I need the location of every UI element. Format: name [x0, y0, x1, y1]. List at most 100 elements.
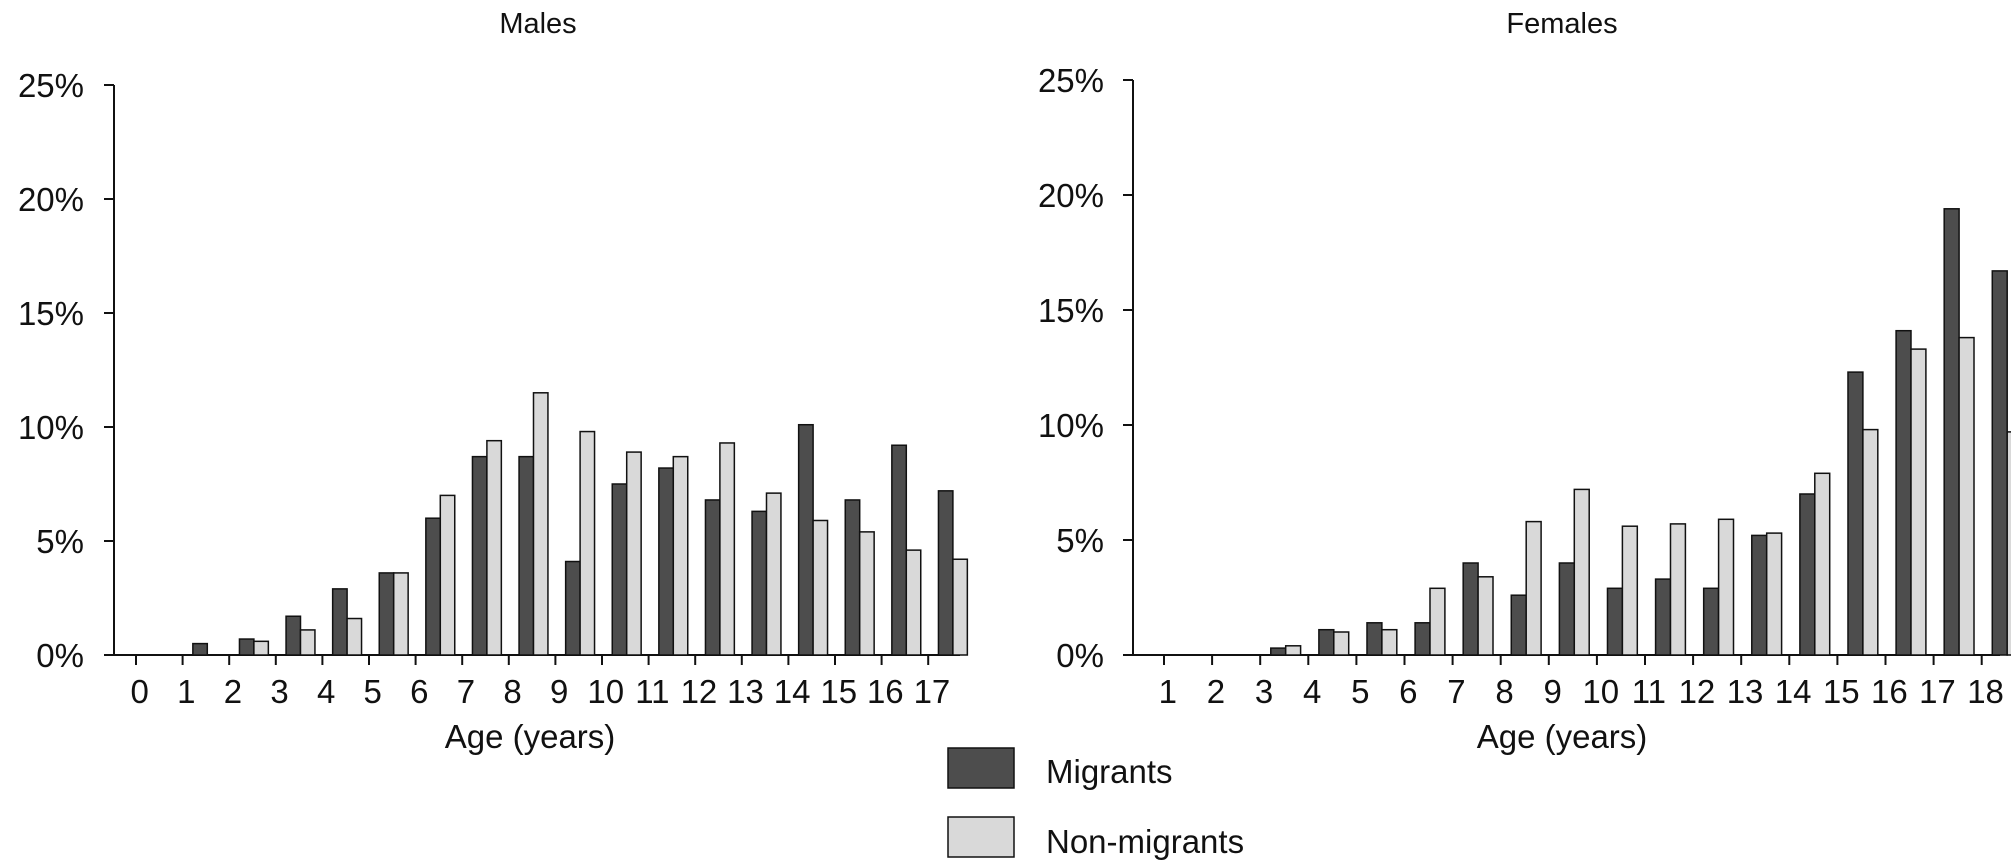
- males-x-tick-label: 16: [867, 673, 904, 710]
- males-chart-title: Males: [499, 8, 576, 40]
- males-bar-non-migrants: [579, 430, 596, 656]
- females-y-tick-label: 10%: [1038, 407, 1104, 444]
- males-x-tick-label: 2: [224, 673, 242, 710]
- males-bar-non-migrants: [625, 451, 642, 656]
- females-x-tick-label: 18: [1967, 673, 2004, 710]
- males-bar-non-migrants: [486, 439, 503, 656]
- females-y-axis: 0% 5% 10% 15% 20% 25%: [1038, 62, 1134, 674]
- females-chart-title: Females: [1506, 8, 1617, 40]
- females-bar-migrants: [1943, 208, 1960, 656]
- males-x-tick-label: 7: [457, 673, 475, 710]
- males-bar-non-migrants: [346, 617, 363, 656]
- males-bar-migrants: [471, 455, 488, 656]
- females-x-tick-label: 2: [1207, 673, 1225, 710]
- females-bar-migrants: [1462, 562, 1479, 656]
- males-bar-non-migrants: [253, 640, 270, 656]
- males-x-tick-label: 4: [317, 673, 335, 710]
- males-bar-migrants: [751, 510, 768, 656]
- males-x-tick-label: 14: [774, 673, 811, 710]
- males-y-axis: 0% 5% 10% 15% 20% 25%: [18, 67, 115, 674]
- males-bar-non-migrants: [392, 572, 409, 656]
- males-bar-migrants: [658, 467, 675, 656]
- males-bar-migrants: [378, 572, 395, 656]
- females-y-tick-label: 0%: [1056, 637, 1104, 674]
- females-x-tick-label: 16: [1871, 673, 1908, 710]
- males-bar-migrants: [844, 499, 861, 656]
- females-x-tick-label: 8: [1495, 673, 1513, 710]
- males-y-tick-label: 10%: [18, 409, 84, 446]
- females-x-tick-label: 11: [1632, 673, 1666, 710]
- females-bar-migrants: [1799, 493, 1816, 656]
- legend-label-migrants: Migrants: [1046, 753, 1173, 790]
- males-bar-non-migrants: [858, 531, 875, 656]
- females-bar-migrants: [1366, 622, 1383, 656]
- males-bar-migrants: [704, 499, 721, 656]
- females-y-tick-label: 20%: [1038, 177, 1104, 214]
- females-x-tick-label: 13: [1727, 673, 1764, 710]
- females-bar-migrants: [1318, 628, 1335, 656]
- males-bar-non-migrants: [299, 629, 316, 656]
- males-x-tick-label: 5: [364, 673, 382, 710]
- females-bar-non-migrants: [1429, 587, 1446, 656]
- females-bar-migrants: [1270, 647, 1287, 656]
- females-bar-non-migrants: [1284, 645, 1302, 656]
- females-x-tick-label: 9: [1543, 673, 1561, 710]
- females-bars: [1270, 208, 2011, 656]
- females-x-axis: 1 2 3 4 5 6 7 8 9 10 11 12 13 14 15 16 17 18: [1133, 654, 2004, 710]
- females-bar-non-migrants: [1573, 488, 1590, 656]
- males-x-tick-label: 13: [727, 673, 764, 710]
- females-x-tick-label: 17: [1919, 673, 1956, 710]
- males-bar-migrants: [331, 588, 348, 656]
- males-x-axis: 0 1 2 3 4 5 6 7 8 9 10 11 12 13 14 15 16 17: [114, 654, 960, 710]
- legend-swatch-migrants: [947, 747, 1015, 789]
- females-bar-non-migrants: [1958, 336, 1975, 656]
- males-x-tick-label: 6: [410, 673, 428, 710]
- females-bar-non-migrants: [1333, 631, 1350, 656]
- males-bar-migrants: [564, 560, 581, 656]
- legend: Migrants Non-migrants: [947, 747, 1244, 860]
- females-bar-migrants: [1751, 534, 1768, 656]
- males-x-tick-label: 9: [550, 673, 568, 710]
- males-x-tick-label: 12: [681, 673, 718, 710]
- females-bar-non-migrants: [1717, 518, 1735, 656]
- males-bar-migrants: [238, 638, 255, 656]
- males-y-tick-label: 5%: [36, 523, 84, 560]
- males-bar-non-migrants: [439, 494, 456, 656]
- females-bar-migrants: [1847, 371, 1864, 656]
- females-bar-non-migrants: [1814, 472, 1831, 656]
- females-y-tick-label: 15%: [1038, 292, 1104, 329]
- females-x-tick-label: 5: [1351, 673, 1369, 710]
- females-x-tick-label: 1: [1159, 673, 1177, 710]
- males-bar-non-migrants: [765, 492, 782, 656]
- males-x-tick-label: 1: [177, 673, 195, 710]
- females-x-tick-label: 7: [1447, 673, 1465, 710]
- males-x-tick-label: 0: [131, 673, 149, 710]
- females-bar-migrants: [1558, 562, 1576, 656]
- males-bar-migrants: [937, 490, 954, 656]
- females-bar-non-migrants: [1381, 628, 1398, 656]
- females-x-tick-label: 6: [1399, 673, 1417, 710]
- females-bar-migrants: [1510, 594, 1527, 656]
- males-bar-migrants: [611, 483, 628, 656]
- males-bar-migrants: [192, 642, 209, 656]
- females-bar-migrants: [1414, 622, 1431, 656]
- females-x-tick-label: 12: [1679, 673, 1716, 710]
- females-x-tick-label: 14: [1775, 673, 1812, 710]
- males-bar-non-migrants: [719, 442, 736, 656]
- females-bar-non-migrants: [1477, 576, 1494, 656]
- females-x-tick-label: 3: [1255, 673, 1273, 710]
- females-bar-non-migrants: [1862, 428, 1879, 656]
- males-y-tick-label: 15%: [18, 295, 84, 332]
- males-x-tick-label: 3: [270, 673, 288, 710]
- females-bar-non-migrants: [2006, 431, 2011, 656]
- females-bar-non-migrants: [1669, 523, 1687, 656]
- males-x-tick-label: 17: [914, 673, 951, 710]
- males-bar-migrants: [285, 615, 302, 656]
- females-bar-non-migrants: [1621, 525, 1639, 656]
- females-panel: Females 0%5%10%15%20%25% 1 2 3 4 5 6 7 8 9 10 11 12…: [1038, 8, 2011, 755]
- females-bar-migrants: [1991, 270, 2008, 656]
- males-x-tick-label: 8: [503, 673, 521, 710]
- males-bars: [192, 392, 969, 656]
- legend-label-non-migrants: Non-migrants: [1046, 823, 1244, 860]
